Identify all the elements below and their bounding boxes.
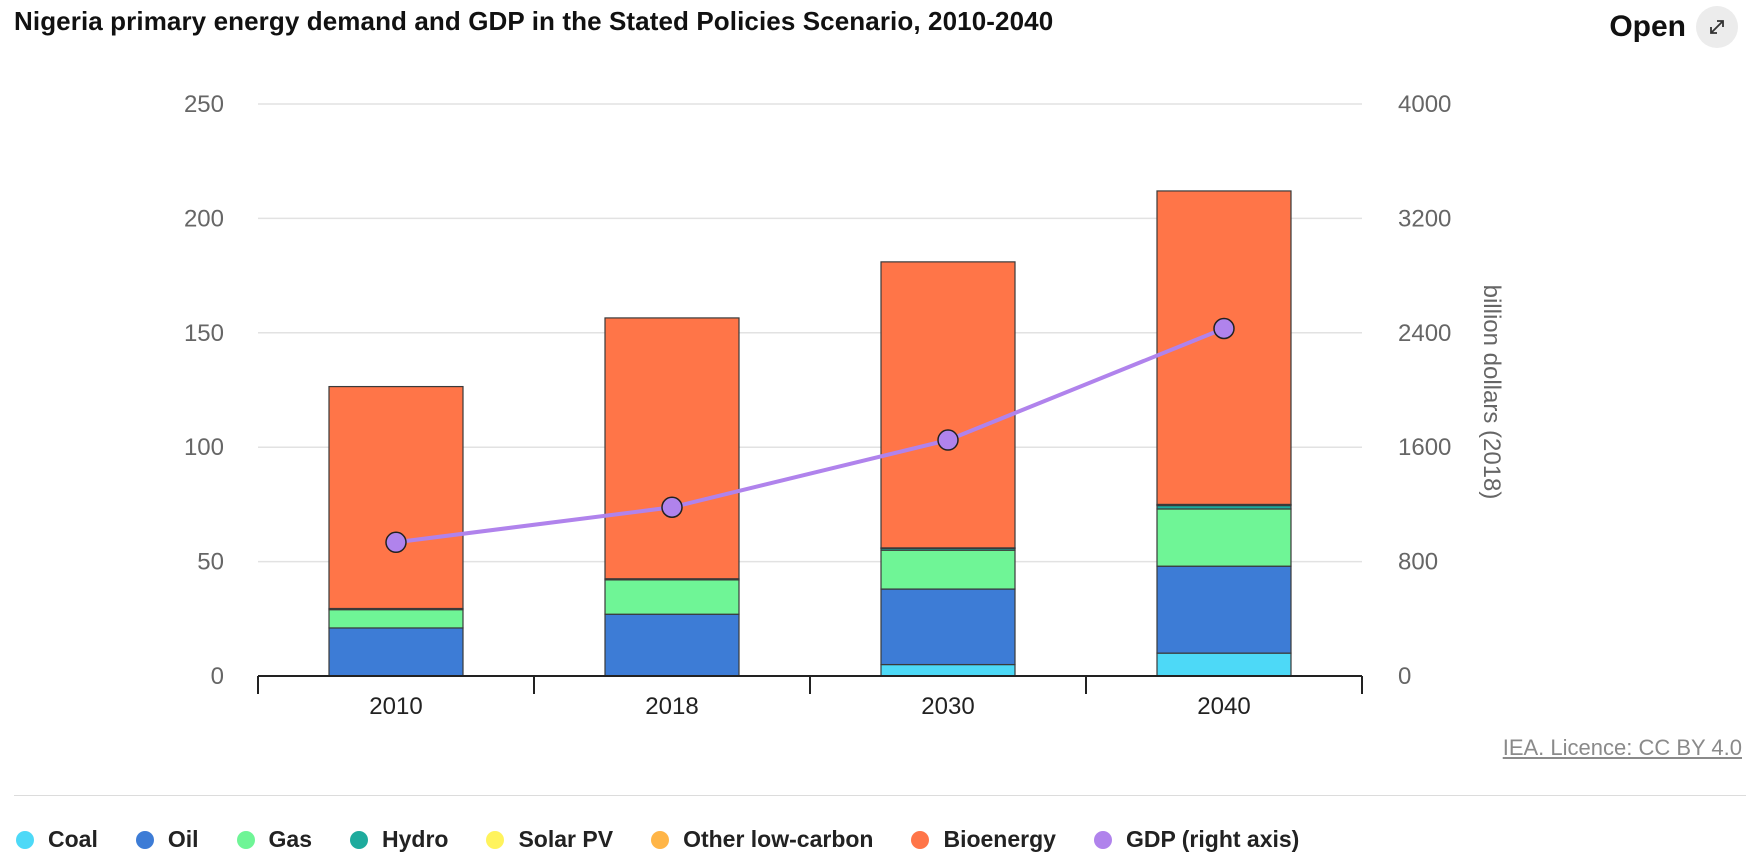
gdp-line [395, 326, 1225, 545]
legend-divider [14, 795, 1746, 796]
y-tick-label: 50 [197, 549, 224, 576]
y2-tick-label: 0 [1398, 663, 1411, 690]
legend-label: Bioenergy [943, 826, 1056, 852]
legend-dot-icon [1093, 830, 1112, 849]
y2-tick-label: 2400 [1398, 320, 1451, 347]
chart-title: Nigeria primary energy demand and GDP in… [14, 6, 1054, 36]
legend-label: Hydro [382, 826, 449, 852]
legend-item-gas[interactable]: Gas [236, 826, 312, 853]
gdp-point-2030[interactable] [937, 429, 959, 451]
y2-tick-label: 800 [1398, 549, 1438, 576]
bar-bioenergy-2018[interactable] [604, 317, 740, 580]
legend-dot-icon [350, 830, 368, 849]
y2-tick-label: 3200 [1398, 205, 1451, 232]
legend-item-oil[interactable]: Oil [135, 826, 199, 853]
legend-item-hydro[interactable]: Hydro [350, 826, 448, 853]
legend-dot-icon [486, 830, 505, 849]
legend-label: Oil [167, 826, 199, 852]
y-tick-label: 0 [211, 663, 224, 690]
x-tick-label: 2040 [1197, 693, 1250, 720]
y-tick-label: 150 [184, 320, 224, 347]
legend-dot-icon [236, 830, 255, 849]
legend-dot-icon [651, 830, 670, 849]
x-tick-label: 2010 [369, 693, 422, 720]
y-tick-label: 100 [184, 434, 224, 461]
legend-item-solar-pv[interactable]: Solar PV [486, 826, 613, 853]
bar-oil-2010[interactable] [328, 627, 464, 677]
y-tick-label: 200 [184, 205, 224, 232]
legend-item-other-low-carbon[interactable]: Other low-carbon [651, 826, 873, 853]
legend-label: Solar PV [518, 826, 614, 852]
legend-label: Other low-carbon [683, 826, 874, 852]
legend-item-bioenergy[interactable]: Bioenergy [911, 826, 1056, 853]
y2-tick-label: 1600 [1398, 434, 1451, 461]
bar-gas-2018[interactable] [604, 579, 740, 615]
gdp-point-2040[interactable] [1213, 317, 1235, 340]
open-button[interactable]: Open [1609, 6, 1738, 48]
bar-coal-2040[interactable] [1156, 652, 1292, 677]
legend-label: Coal [48, 826, 98, 852]
legend-label: Gas [268, 826, 312, 852]
licence-link[interactable]: IEA. Licence: CC BY 4.0 [1502, 735, 1742, 760]
y-tick-label: 250 [184, 91, 224, 118]
bar-gas-2030[interactable] [880, 549, 1016, 590]
bar-gas-2010[interactable] [328, 609, 464, 629]
legend-item-coal[interactable]: Coal [16, 826, 98, 853]
legend-dot-icon [135, 830, 154, 849]
expand-icon[interactable] [1696, 6, 1738, 48]
bar-oil-2018[interactable] [604, 613, 740, 677]
legend-item-gdp-right-axis[interactable]: GDP (right axis) [1093, 826, 1300, 853]
legend: Coal Oil Gas Hydro Solar PV Other low-carbon B… [16, 826, 1337, 853]
y2-tick-label: 4000 [1398, 91, 1451, 118]
gdp-point-2010[interactable] [385, 531, 407, 554]
bar-bioenergy-2030[interactable] [880, 261, 1016, 549]
x-tick-label: 2030 [921, 693, 974, 720]
x-tick-label: 2018 [645, 693, 698, 720]
legend-dot-icon [911, 830, 930, 849]
legend-label: GDP (right axis) [1125, 826, 1300, 852]
gdp-point-2018[interactable] [661, 496, 683, 519]
bar-oil-2030[interactable] [880, 588, 1016, 666]
legend-dot-icon [16, 830, 34, 849]
open-label: Open [1609, 10, 1686, 43]
bar-oil-2040[interactable] [1156, 565, 1292, 654]
bar-bioenergy-2010[interactable] [328, 385, 464, 610]
bar-coal-2030[interactable] [880, 663, 1016, 677]
bar-gas-2040[interactable] [1156, 508, 1292, 567]
y2-axis-label: billion dollars (2018) [1478, 285, 1505, 500]
